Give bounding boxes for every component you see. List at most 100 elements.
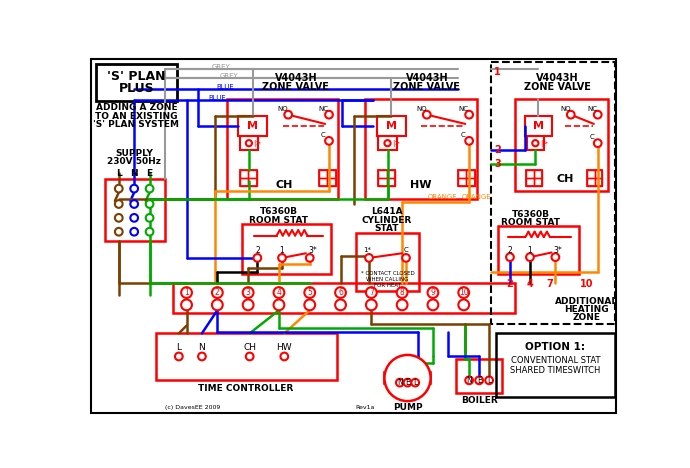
Text: PLUS: PLUS [119, 82, 155, 95]
Text: C: C [461, 132, 465, 138]
Text: HW: HW [410, 180, 431, 190]
Text: T6360B: T6360B [260, 207, 298, 216]
Bar [172, 283, 515, 313]
Circle shape [246, 352, 253, 360]
Text: 1: 1 [494, 66, 501, 77]
Text: 2: 2 [255, 247, 259, 256]
Bar [239, 170, 248, 178]
Text: 2: 2 [506, 279, 513, 289]
Bar [242, 224, 331, 274]
Text: L641A: L641A [371, 207, 402, 216]
Text: 230V 50Hz: 230V 50Hz [107, 157, 161, 166]
Circle shape [366, 300, 377, 310]
Bar [378, 136, 397, 150]
Circle shape [384, 140, 391, 146]
Text: 10: 10 [459, 288, 469, 297]
Bar [156, 333, 337, 380]
Bar [466, 170, 475, 178]
Circle shape [526, 253, 534, 261]
Bar [515, 98, 608, 191]
Text: CH: CH [275, 180, 293, 190]
Bar [239, 136, 258, 150]
Bar [378, 170, 395, 185]
Text: ORANGE: ORANGE [427, 194, 457, 200]
Text: NO: NO [560, 105, 571, 111]
Text: ORANGE: ORANGE [462, 194, 492, 200]
Text: M: M [386, 121, 397, 131]
Circle shape [458, 300, 469, 310]
Text: 7: 7 [369, 288, 374, 297]
Bar [527, 136, 544, 150]
Circle shape [278, 254, 286, 262]
Text: GREY: GREY [212, 64, 230, 70]
Circle shape [325, 137, 333, 145]
Bar [239, 178, 248, 185]
Bar [456, 359, 502, 393]
Bar [423, 372, 431, 384]
Circle shape [485, 376, 493, 384]
Circle shape [325, 111, 333, 118]
Text: C: C [404, 247, 408, 253]
Text: ZONE: ZONE [573, 314, 601, 322]
Text: 2: 2 [215, 288, 219, 297]
Text: TIME CONTROLLER: TIME CONTROLLER [198, 384, 293, 393]
Circle shape [366, 287, 377, 298]
Text: ADDING A ZONE: ADDING A ZONE [96, 103, 177, 112]
Text: 1: 1 [279, 247, 284, 256]
Text: 'S' PLAN SYSTEM: 'S' PLAN SYSTEM [93, 120, 179, 129]
Text: 'S' PLAN: 'S' PLAN [107, 70, 166, 83]
Bar [525, 116, 552, 136]
Bar [319, 178, 328, 185]
Text: SUPPLY: SUPPLY [115, 149, 153, 158]
Text: M: M [247, 121, 258, 131]
Bar [386, 170, 395, 178]
Text: 1: 1 [528, 246, 532, 255]
Text: 1: 1 [184, 288, 189, 297]
Bar [319, 170, 328, 178]
Text: E: E [146, 168, 152, 178]
Circle shape [465, 111, 473, 118]
Bar [386, 178, 395, 185]
Bar [356, 233, 419, 291]
Text: ROOM STAT: ROOM STAT [250, 216, 308, 225]
Bar [365, 98, 477, 198]
Text: 9: 9 [431, 288, 435, 297]
Circle shape [273, 287, 284, 298]
Circle shape [243, 300, 253, 310]
Text: 3*: 3* [308, 247, 317, 256]
Text: N: N [130, 168, 138, 178]
Circle shape [365, 254, 373, 262]
Text: C: C [320, 132, 325, 138]
Circle shape [384, 355, 431, 401]
Text: HW: HW [277, 343, 292, 352]
Circle shape [146, 185, 153, 192]
Text: STAT: STAT [375, 224, 399, 233]
Circle shape [175, 352, 183, 360]
Circle shape [115, 200, 123, 208]
Text: HEATING: HEATING [564, 305, 609, 314]
Circle shape [304, 300, 315, 310]
Circle shape [246, 140, 252, 146]
Circle shape [396, 379, 404, 387]
Text: 2: 2 [494, 145, 501, 155]
Circle shape [130, 185, 138, 192]
Bar [328, 178, 336, 185]
Circle shape [506, 253, 514, 261]
Text: 7: 7 [546, 279, 553, 289]
Text: L: L [116, 168, 121, 178]
Text: GREY: GREY [219, 73, 238, 79]
Bar [595, 170, 602, 178]
Text: E: E [477, 376, 482, 385]
Circle shape [115, 214, 123, 222]
Circle shape [335, 287, 346, 298]
Circle shape [428, 287, 438, 298]
Text: ZONE VALVE: ZONE VALVE [393, 82, 460, 92]
Text: Rev1a: Rev1a [355, 405, 375, 410]
Text: |>: |> [253, 139, 262, 146]
Text: N: N [199, 343, 206, 352]
Bar [498, 227, 579, 274]
Circle shape [306, 254, 313, 262]
Bar [534, 178, 542, 185]
Text: N: N [466, 376, 472, 385]
Text: TO AN EXISTING: TO AN EXISTING [95, 112, 178, 121]
